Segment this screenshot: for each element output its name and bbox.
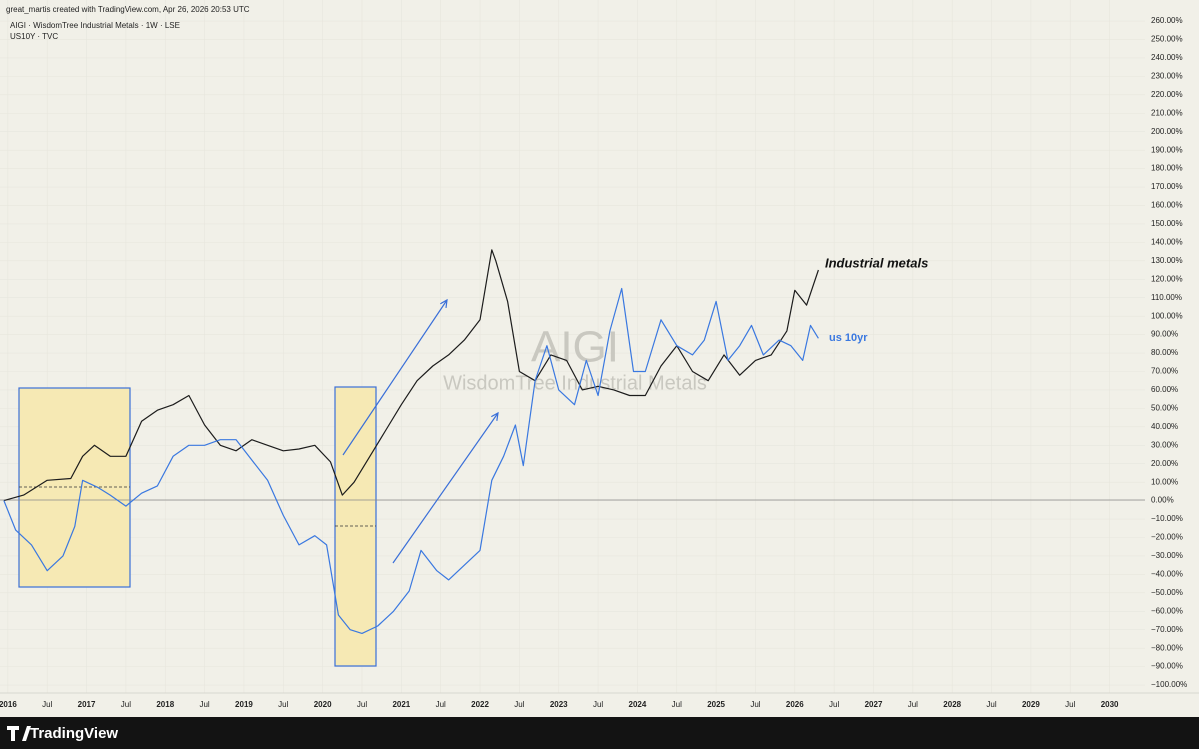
y-tick-label: −80.00% xyxy=(1151,643,1183,652)
arrow xyxy=(392,413,498,564)
x-axis-band xyxy=(0,693,1199,717)
y-tick-label: 180.00% xyxy=(1151,164,1183,173)
x-tick-label: Jul xyxy=(121,700,131,709)
x-tick-label: 2029 xyxy=(1022,700,1040,709)
x-tick-label: Jul xyxy=(908,700,918,709)
y-tick-label: 210.00% xyxy=(1151,108,1183,117)
y-tick-label: −10.00% xyxy=(1151,514,1183,523)
y-tick-label: 130.00% xyxy=(1151,256,1183,265)
y-tick-label: 60.00% xyxy=(1151,385,1178,394)
brand-logo xyxy=(7,726,31,741)
y-tick-label: 120.00% xyxy=(1151,274,1183,283)
y-tick-label: 20.00% xyxy=(1151,459,1178,468)
x-tick-label: Jul xyxy=(514,700,524,709)
x-tick-label: 2026 xyxy=(786,700,804,709)
x-tick-label: 2025 xyxy=(707,700,725,709)
x-tick-label: Jul xyxy=(278,700,288,709)
watermark-subtitle: WisdomTree Industrial Metals xyxy=(443,372,707,394)
series-line xyxy=(3,249,819,502)
x-tick-label: Jul xyxy=(436,700,446,709)
x-tick-label: Jul xyxy=(750,700,760,709)
x-tick-label: Jul xyxy=(199,700,209,709)
brand: TradingView xyxy=(30,725,118,742)
x-tick-label: 2024 xyxy=(629,700,647,709)
y-tick-label: 10.00% xyxy=(1151,477,1178,486)
x-tick-label: Jul xyxy=(1065,700,1075,709)
legend-entry: AIGI · WisdomTree Industrial Metals · 1W… xyxy=(10,21,180,30)
x-tick-label: 2017 xyxy=(78,700,96,709)
x-tick-label: 2027 xyxy=(865,700,883,709)
axes: 260.00% 250.00% 240.00% 230.00% 220.00% 210.0… xyxy=(0,16,1199,717)
y-tick-label: 260.00% xyxy=(1151,16,1183,25)
watermark: AIGI xyxy=(531,323,619,372)
x-tick-label: Jul xyxy=(593,700,603,709)
y-tick-label: −30.00% xyxy=(1151,551,1183,560)
legend-entry: US10Y · TVC xyxy=(10,32,58,41)
x-tick-label: 2022 xyxy=(471,700,489,709)
y-tick-label: 220.00% xyxy=(1151,90,1183,99)
attribution: great_martis created with TradingView.co… xyxy=(6,5,250,14)
y-tick-label: 190.00% xyxy=(1151,145,1183,154)
x-tick-label: Jul xyxy=(829,700,839,709)
y-tick-label: 250.00% xyxy=(1151,35,1183,44)
series-layer xyxy=(3,249,819,634)
y-tick-label: 50.00% xyxy=(1151,403,1178,412)
x-tick-label: Jul xyxy=(42,700,52,709)
x-tick-label: 2023 xyxy=(550,700,568,709)
y-tick-label: 240.00% xyxy=(1151,53,1183,62)
annotation: Industrial metals xyxy=(825,255,928,270)
x-tick-label: 2021 xyxy=(392,700,410,709)
y-tick-label: 110.00% xyxy=(1151,293,1182,302)
highlight-box xyxy=(334,386,377,667)
x-tick-label: 2020 xyxy=(314,700,332,709)
y-tick-label: −70.00% xyxy=(1151,625,1183,634)
y-tick-label: 70.00% xyxy=(1151,367,1178,376)
y-tick-label: 0.00% xyxy=(1151,496,1174,505)
y-tick-label: 80.00% xyxy=(1151,348,1178,357)
y-tick-label: 90.00% xyxy=(1151,330,1178,339)
y-tick-label: 230.00% xyxy=(1151,71,1183,80)
y-tick-label: 30.00% xyxy=(1151,440,1178,449)
grid xyxy=(0,0,1145,693)
y-tick-label: 100.00% xyxy=(1151,311,1183,320)
y-tick-label: 150.00% xyxy=(1151,219,1183,228)
y-tick-label: −20.00% xyxy=(1151,533,1183,542)
y-tick-label: 140.00% xyxy=(1151,237,1183,246)
footer xyxy=(0,717,1199,749)
y-tick-label: 40.00% xyxy=(1151,422,1178,431)
x-tick-label: Jul xyxy=(986,700,996,709)
x-tick-label: 2030 xyxy=(1101,700,1119,709)
y-tick-label: 170.00% xyxy=(1151,182,1183,191)
y-tick-label: −50.00% xyxy=(1151,588,1183,597)
x-tick-label: 2019 xyxy=(235,700,253,709)
x-tick-label: 2016 xyxy=(0,700,17,709)
arrow xyxy=(342,300,447,456)
x-tick-label: 2018 xyxy=(156,700,174,709)
x-tick-label: Jul xyxy=(357,700,367,709)
y-tick-label: 200.00% xyxy=(1151,127,1183,136)
y-tick-label: −40.00% xyxy=(1151,570,1183,579)
annotation: us 10yr xyxy=(829,332,868,344)
series-line xyxy=(3,287,819,634)
y-tick-label: −90.00% xyxy=(1151,662,1183,671)
y-tick-label: −60.00% xyxy=(1151,606,1183,615)
y-tick-label: −100.00% xyxy=(1151,680,1187,689)
x-tick-label: 2028 xyxy=(943,700,961,709)
y-tick-label: 160.00% xyxy=(1151,201,1183,210)
x-tick-label: Jul xyxy=(672,700,682,709)
